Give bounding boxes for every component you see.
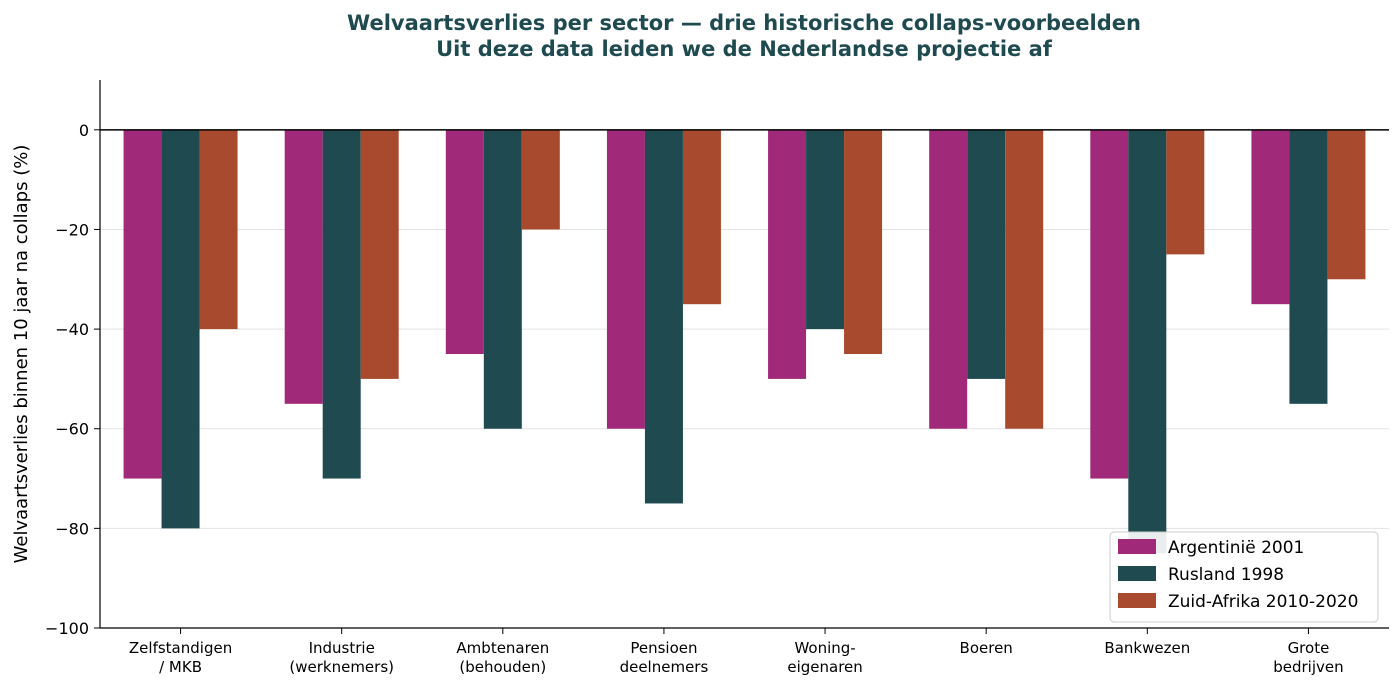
bar: [521, 129, 560, 230]
x-tick-label: Ambtenaren (behouden): [456, 639, 549, 676]
x-tick-label-line: deelnemers: [620, 658, 709, 676]
legend-box: [1109, 531, 1379, 623]
y-tick-label: −60: [55, 420, 89, 439]
legend: Argentinië 2001 Rusland 1998 Zuid-Afrika 2…: [1109, 531, 1379, 623]
legend-swatch: [1118, 593, 1156, 608]
bar: [161, 129, 200, 529]
bar: [682, 129, 721, 305]
x-tick-label-line: bedrijven: [1273, 658, 1343, 676]
x-tick-label: Boeren: [960, 639, 1013, 657]
bar: [1005, 129, 1044, 429]
legend-label: Rusland 1998: [1168, 565, 1284, 585]
x-tick-label: Bankwezen: [1104, 639, 1190, 657]
bar: [967, 129, 1006, 379]
bar: [1251, 129, 1290, 305]
bar: [1128, 129, 1167, 554]
x-tick-label-line: / MKB: [159, 658, 202, 676]
x-tick-label-line: Bankwezen: [1104, 639, 1190, 657]
y-tick-label: −20: [55, 220, 89, 239]
x-tick-label: Industrie (werknemers): [289, 639, 394, 676]
y-tick-label: −40: [55, 320, 89, 339]
bar: [1166, 129, 1205, 255]
bar: [322, 129, 361, 479]
bar: [483, 129, 522, 429]
x-tick-label: Grote bedrijven: [1273, 639, 1343, 676]
bar: [1090, 129, 1129, 479]
x-tick-label-line: (werknemers): [289, 658, 394, 676]
x-tick-label-line: Zelfstandigen: [129, 639, 232, 657]
x-tick-label-line: Boeren: [960, 639, 1013, 657]
bar: [844, 129, 883, 354]
legend-label: Argentinië 2001: [1168, 538, 1304, 558]
y-tick-label: −80: [55, 519, 89, 538]
bar: [445, 129, 484, 354]
y-axis-label: Welvaartsverlies binnen 10 jaar na colla…: [11, 145, 32, 564]
x-tick-label-line: Ambtenaren: [456, 639, 549, 657]
bar: [929, 129, 968, 429]
legend-swatch: [1118, 539, 1156, 554]
x-tick-label-line: Grote: [1288, 639, 1330, 657]
x-tick-label-line: (behouden): [459, 658, 546, 676]
x-tick-label-line: Industrie: [309, 639, 375, 657]
bar: [1327, 129, 1366, 280]
legend-swatch: [1118, 566, 1156, 581]
bar: [644, 129, 683, 504]
bar: [199, 129, 238, 330]
x-tick-label-line: Woning-: [794, 639, 855, 657]
bar: [360, 129, 399, 379]
bar: [284, 129, 323, 404]
x-tick-label: Zelfstandigen / MKB: [129, 639, 232, 676]
y-tick-label: −100: [45, 619, 89, 638]
axes: 0 −20 −40 −60 −80 −100 Zelfstandigen / MKB Indus…: [45, 80, 1389, 676]
legend-label: Zuid-Afrika 2010-2020: [1168, 592, 1358, 612]
chart-title: Welvaartsverlies per sector — drie histo…: [347, 11, 1141, 35]
bar: [806, 129, 845, 330]
x-tick-label: Pensioen deelnemers: [620, 639, 709, 676]
bar: [1289, 129, 1328, 404]
chart-subtitle: Uit deze data leiden we de Nederlandse p…: [436, 37, 1053, 61]
bar: [768, 129, 807, 379]
y-tick-label: 0: [79, 121, 89, 140]
bar: [606, 129, 645, 429]
bar: [123, 129, 162, 479]
bars: [123, 129, 1366, 554]
x-tick-label: Woning-eigenaren: [787, 639, 862, 676]
x-tick-label-line: eigenaren: [787, 658, 862, 676]
x-tick-label-line: Pensioen: [630, 639, 697, 657]
